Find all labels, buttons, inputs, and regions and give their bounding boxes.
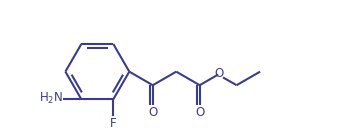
Text: O: O [195,107,204,119]
Text: H$_2$N: H$_2$N [39,91,63,106]
Text: O: O [215,67,224,80]
Text: F: F [110,117,117,130]
Text: O: O [148,107,157,119]
